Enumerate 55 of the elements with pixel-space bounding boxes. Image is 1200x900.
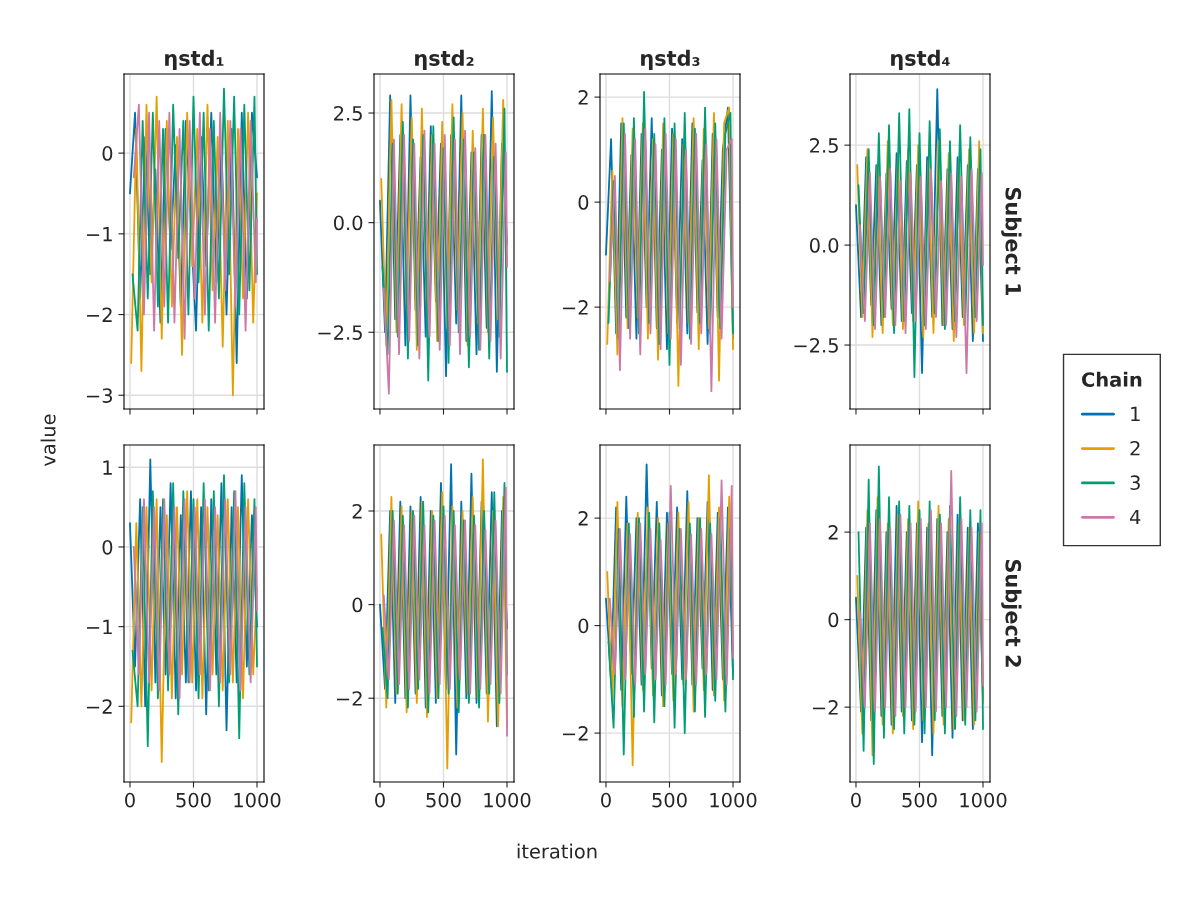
- x-tick-label: 500: [902, 792, 937, 808]
- legend-title: Chain: [1082, 371, 1142, 387]
- line-series: [132, 490, 258, 700]
- y-tick-label: 0.0: [333, 215, 363, 231]
- chart-title: ηstd₁: [165, 49, 224, 70]
- y-tick-label: 2: [352, 503, 362, 519]
- x-tick-label: 0: [601, 792, 611, 808]
- y2-axis-title: Subject 2: [1001, 559, 1022, 667]
- x-tick-label: 1000: [484, 792, 531, 808]
- x-tick-label: 1000: [234, 792, 281, 808]
- y-tick-label: 2: [828, 525, 838, 540]
- y-tick-label: −2: [562, 300, 588, 315]
- x-tick-label: 0: [125, 792, 135, 808]
- chart-title: ηstd₃: [641, 49, 700, 70]
- y-tick-label: 0: [828, 612, 839, 628]
- y-tick-label: −2: [812, 700, 838, 715]
- line-series: [858, 469, 984, 717]
- y-tick-label: 2.5: [810, 138, 838, 153]
- y-tick-label: −1: [86, 227, 112, 242]
- x-tick-label: 500: [426, 792, 461, 808]
- y-tick-label: 2: [578, 511, 588, 526]
- y-tick-label: −2: [562, 726, 588, 741]
- y-tick-label: −3: [86, 388, 113, 403]
- y-tick-label: −2: [336, 691, 362, 706]
- y-tick-label: 2: [578, 90, 588, 105]
- y2-axis-title: Subject 1: [1001, 187, 1022, 296]
- legend-label: 2: [1130, 440, 1140, 456]
- x-axis-title: iteration: [517, 843, 597, 859]
- y-tick-label: −2.5: [794, 337, 838, 353]
- y-tick-label: −2.5: [318, 325, 362, 340]
- y-tick-label: 0: [102, 146, 113, 161]
- line-series: [607, 511, 734, 756]
- y-tick-label: 0.0: [809, 238, 839, 253]
- y-tick-label: 0: [578, 618, 589, 634]
- y-tick-label: −2: [86, 699, 112, 714]
- x-tick-label: 0: [851, 792, 861, 808]
- y-tick-label: 0: [352, 597, 363, 613]
- x-tick-label: 0: [375, 792, 385, 808]
- chart-title: ηstd₄: [891, 49, 950, 70]
- x-tick-label: 1000: [710, 792, 757, 808]
- legend-label: 4: [1130, 509, 1141, 525]
- y-tick-label: −2: [86, 307, 112, 322]
- y-axis-title: value: [40, 414, 56, 466]
- chart-title: ηstd₂: [415, 49, 474, 70]
- x-tick-label: 500: [652, 792, 687, 808]
- y-tick-label: 0: [578, 195, 589, 210]
- line-series: [858, 168, 984, 374]
- y-tick-label: 2.5: [334, 105, 362, 121]
- x-tick-label: 1000: [960, 792, 1007, 808]
- legend-label: 3: [1130, 475, 1140, 491]
- y-tick-label: −1: [86, 619, 112, 635]
- x-tick-label: 500: [176, 792, 211, 808]
- y-tick-label: 0: [102, 539, 113, 555]
- y-tick-label: 1: [103, 460, 112, 475]
- legend-label: 1: [1131, 406, 1140, 421]
